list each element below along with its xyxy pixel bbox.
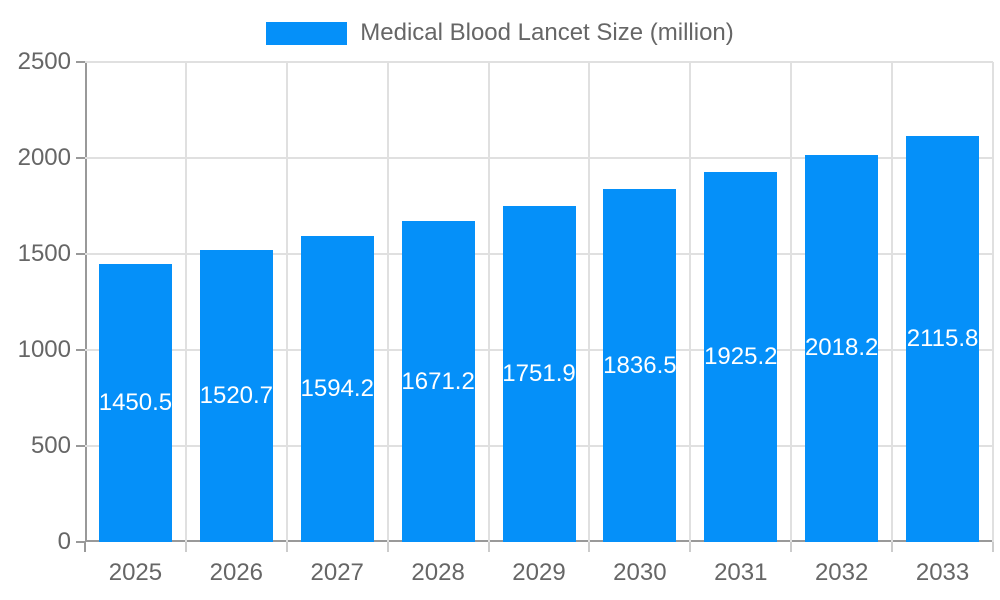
x-tick-9 — [992, 542, 994, 552]
x-tick-3 — [386, 542, 389, 552]
x-tick-7 — [790, 542, 793, 552]
x-axis-label-2029: 2029 — [512, 559, 566, 586]
bar-2025[interactable] — [98, 263, 172, 542]
y-tick-500 — [76, 445, 85, 447]
bar-2032[interactable] — [805, 154, 879, 542]
y-gridline-2000 — [85, 157, 993, 159]
bar-2027[interactable] — [300, 235, 374, 542]
y-gridline-2500 — [85, 61, 993, 63]
x-gridline-5 — [588, 62, 591, 542]
y-tick-1500 — [76, 253, 85, 255]
x-axis-label-2033: 2033 — [915, 559, 970, 586]
x-axis-label-2026: 2026 — [209, 559, 264, 586]
bar-2031[interactable] — [704, 172, 778, 542]
bar-2028[interactable] — [401, 221, 475, 542]
x-tick-1 — [184, 542, 187, 552]
x-axis-label-2025: 2025 — [108, 559, 163, 586]
y-axis-label-0: 0 — [57, 528, 71, 555]
x-gridline-6 — [689, 62, 692, 542]
y-tick-2000 — [76, 157, 85, 159]
x-gridline-1 — [184, 62, 187, 542]
y-axis-label-500: 500 — [30, 432, 71, 459]
x-tick-8 — [891, 542, 894, 552]
y-axis-label-1500: 1500 — [17, 240, 71, 267]
y-axis-label-2500: 2500 — [17, 48, 71, 75]
x-gridline-3 — [386, 62, 389, 542]
y-tick-1000 — [76, 349, 85, 351]
y-tick-2500 — [76, 61, 85, 63]
x-axis-label-2030: 2030 — [613, 559, 667, 586]
legend-label: Medical Blood Lancet Size (million) — [360, 19, 734, 46]
x-gridline-4 — [487, 62, 490, 542]
x-tick-4 — [487, 542, 490, 552]
y-axis-label-2000: 2000 — [17, 144, 71, 171]
y-axis-label-1000: 1000 — [17, 336, 71, 363]
x-gridline-7 — [790, 62, 793, 542]
bar-2026[interactable] — [199, 250, 273, 542]
y-tick-0 — [76, 541, 85, 543]
x-axis-label-2031: 2031 — [714, 559, 768, 586]
x-axis-label-2027: 2027 — [310, 559, 364, 586]
x-axis-label-2032: 2032 — [814, 559, 869, 586]
bar-2029[interactable] — [502, 205, 576, 542]
x-tick-0 — [84, 542, 86, 552]
bar-2033[interactable] — [906, 135, 980, 542]
x-tick-2 — [285, 542, 288, 552]
x-tick-5 — [588, 542, 591, 552]
x-gridline-9 — [992, 62, 994, 542]
x-gridline-8 — [891, 62, 894, 542]
legend-swatch — [266, 21, 348, 45]
x-axis-label-2028: 2028 — [411, 559, 465, 586]
bar-2030[interactable] — [603, 189, 677, 542]
x-tick-6 — [689, 542, 692, 552]
legend[interactable]: Medical Blood Lancet Size (million) — [0, 18, 1000, 48]
x-gridline-2 — [285, 62, 288, 542]
